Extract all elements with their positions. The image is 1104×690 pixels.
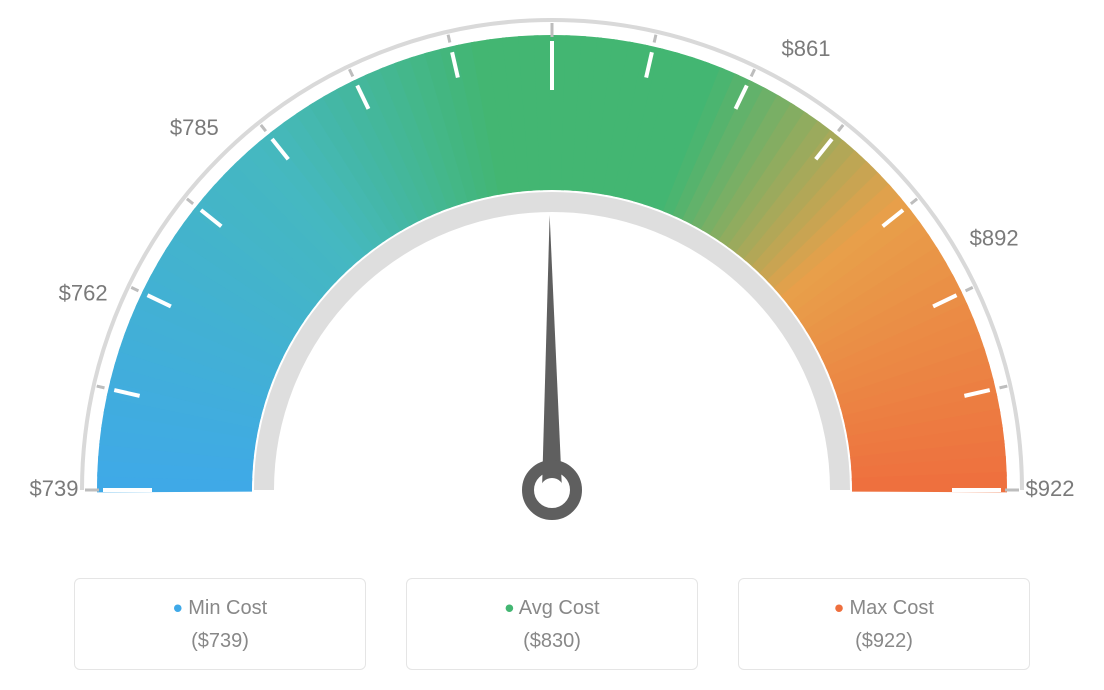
legend-value-max: ($922) [739,630,1029,653]
legend-row: • Min Cost ($739) • Avg Cost ($830) • Ma… [0,578,1104,670]
legend-label: Avg Cost [519,597,600,619]
svg-text:$922: $922 [1026,476,1075,501]
dot-icon: • [834,593,844,624]
legend-value-avg: ($830) [407,630,697,653]
svg-text:$785: $785 [170,115,219,140]
legend-label: Min Cost [188,597,267,619]
legend-title-max: • Max Cost [739,597,1029,620]
svg-text:$739: $739 [30,476,79,501]
legend-value-min: ($739) [75,630,365,653]
legend-title-avg: • Avg Cost [407,597,697,620]
svg-text:$861: $861 [782,36,831,61]
cost-gauge-container: $739$762$785$830$861$892$922 • Min Cost … [0,0,1104,690]
svg-text:$762: $762 [59,280,108,305]
legend-title-min: • Min Cost [75,597,365,620]
svg-text:$892: $892 [970,226,1019,251]
dot-icon: • [504,593,514,624]
legend-card-max: • Max Cost ($922) [738,578,1030,670]
legend-card-avg: • Avg Cost ($830) [406,578,698,670]
gauge-chart: $739$762$785$830$861$892$922 [0,0,1104,560]
dot-icon: • [173,593,183,624]
legend-card-min: • Min Cost ($739) [74,578,366,670]
legend-label: Max Cost [849,597,933,619]
